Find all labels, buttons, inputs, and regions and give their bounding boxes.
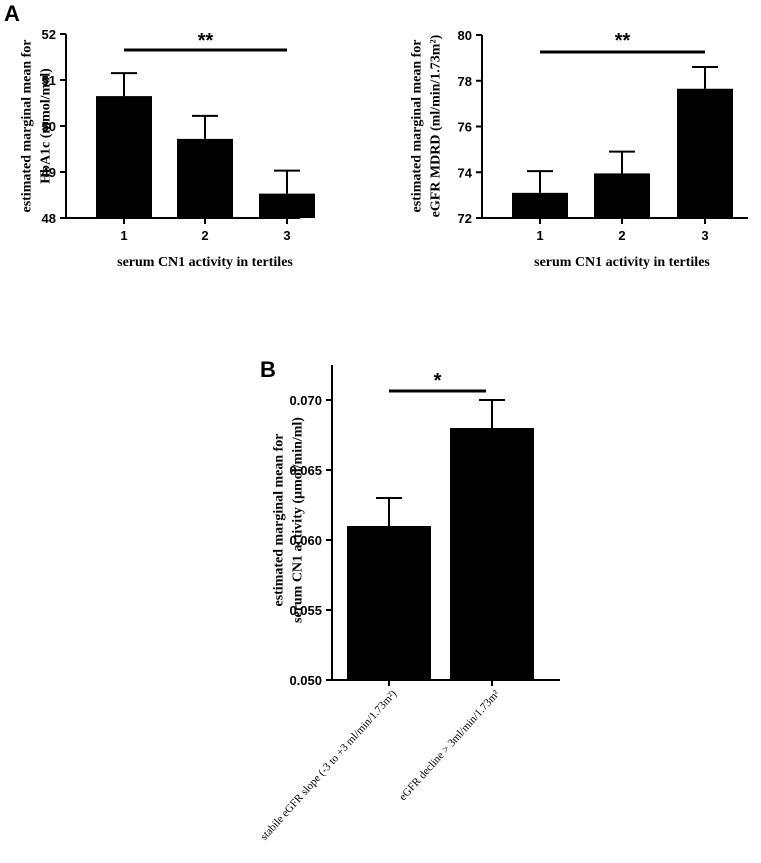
y-axis-title-line: estimated marginal mean for bbox=[410, 39, 425, 212]
bar bbox=[347, 526, 431, 680]
x-tick-label: 1 bbox=[120, 228, 127, 243]
bar bbox=[96, 96, 152, 218]
x-tick-label: 3 bbox=[701, 228, 708, 243]
y-tick-label: 52 bbox=[42, 27, 56, 42]
y-tick-label: 48 bbox=[42, 211, 56, 226]
y-tick-label: 49 bbox=[42, 165, 56, 180]
y-tick-label: 50 bbox=[42, 119, 56, 134]
x-category-label: eGFR decline > 3ml/min/1.73m² bbox=[397, 687, 503, 803]
y-tick-label: 0.065 bbox=[289, 463, 322, 478]
y-tick-label: 0.050 bbox=[289, 673, 322, 688]
x-category-label: stabile eGFR slope (-3 to +3 ml/min/1.73… bbox=[258, 688, 399, 843]
significance-label: * bbox=[434, 370, 442, 392]
bar bbox=[450, 428, 534, 680]
y-axis-title-line: estimated marginal mean for bbox=[20, 39, 35, 212]
panel-label-b: B bbox=[260, 357, 276, 382]
y-tick-label: 76 bbox=[458, 120, 472, 135]
x-tick-label: 1 bbox=[536, 228, 543, 243]
x-axis-title: serum CN1 activity in tertiles bbox=[117, 255, 293, 270]
chart-cn1-activity: 0.050 0.055 0.060 0.065 0.070 stabile eGFR sl… bbox=[258, 365, 560, 843]
chart-hba1c: 48 49 50 51 52 1 2 3 ** estimated marginal mean f… bbox=[20, 27, 315, 270]
y-tick-label: 80 bbox=[458, 28, 472, 43]
y-axis-title-line: eGFR MDRD (ml/min/1.73m²) bbox=[429, 34, 444, 217]
x-axis-title: serum CN1 activity in tertiles bbox=[534, 255, 710, 270]
y-axis-title-line: serum CN1 activity (µmol/min/ml) bbox=[291, 417, 306, 623]
y-tick-label: 74 bbox=[458, 165, 473, 180]
bar bbox=[177, 138, 233, 218]
y-tick-label: 0.055 bbox=[289, 603, 322, 618]
y-axis-title: estimated marginal mean for HbA1c (mmol/m… bbox=[20, 39, 54, 212]
y-tick-label: 72 bbox=[458, 211, 472, 226]
y-axis-title: estimated marginal mean for eGFR MDRD (ml… bbox=[410, 34, 444, 217]
x-tick-label: 2 bbox=[618, 228, 625, 243]
y-axis-title: estimated marginal mean for serum CN1 act… bbox=[272, 417, 306, 623]
chart-egfr: 72 74 76 78 80 1 2 3 ** estimated marginal mean f… bbox=[410, 28, 748, 270]
significance-label: ** bbox=[198, 30, 214, 52]
bar bbox=[594, 173, 650, 218]
x-tick-label: 3 bbox=[283, 228, 290, 243]
bar bbox=[512, 192, 568, 218]
panel-label-a: A bbox=[4, 1, 20, 26]
y-axis-title-line: estimated marginal mean for bbox=[272, 433, 287, 606]
y-tick-label: 0.060 bbox=[289, 533, 322, 548]
x-tick-label: 2 bbox=[201, 228, 208, 243]
significance-label: ** bbox=[615, 30, 631, 52]
y-tick-label: 0.070 bbox=[289, 393, 322, 408]
y-axis-title-line: HbA1c (mmol/mol) bbox=[39, 68, 54, 184]
y-tick-label: 78 bbox=[458, 74, 472, 89]
bar bbox=[677, 88, 733, 218]
bar bbox=[259, 193, 315, 218]
y-tick-label: 51 bbox=[42, 73, 56, 88]
